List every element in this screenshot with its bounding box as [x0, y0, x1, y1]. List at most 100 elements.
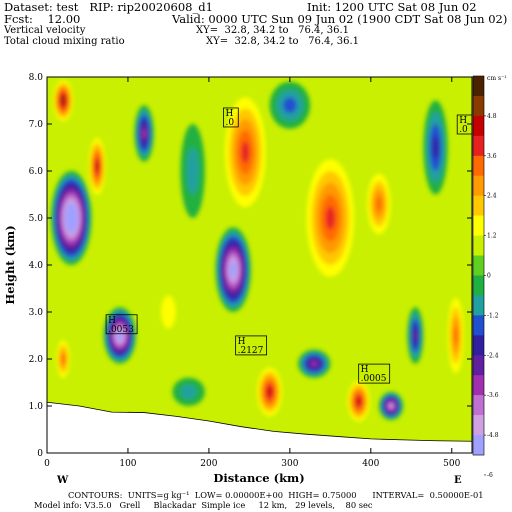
west-label: W — [56, 475, 69, 486]
field1-xy: XY= 32.8, 34.2 to 76.4, 36.1 — [196, 25, 349, 36]
colorbar-swatch-18 — [473, 435, 484, 456]
colorbar-swatch-3 — [473, 135, 484, 157]
field-contour-13-2 — [161, 295, 176, 329]
colorbar-swatch-11 — [473, 295, 484, 316]
field-contour-20-3 — [283, 97, 297, 114]
colorbar-swatch-9 — [473, 255, 484, 276]
annotation-marker-1: H — [459, 116, 467, 126]
field-contour-11-5 — [61, 354, 66, 364]
colorbar-swatch-4 — [473, 155, 484, 177]
colorbar-frame — [472, 75, 485, 456]
colorbar-label-1: 3.6 — [487, 153, 497, 160]
model-info: Model info: V3.5.0 Grell Blackadar Simpl… — [34, 500, 373, 510]
x-tick-label-5: 500 — [443, 459, 460, 469]
colorbar: 4.83.62.41.20-1.2-2.4-3.6-4.8-6-7.2 — [472, 75, 499, 512]
colorbar-label-7: -3.6 — [487, 392, 499, 399]
y-tick-label-1: 1.0 — [29, 402, 44, 412]
x-axis-label: Distance (km) — [213, 471, 304, 485]
y-tick-label-2: 2.0 — [29, 355, 44, 365]
x-tick-label-0: 0 — [44, 459, 50, 469]
colorbar-swatch-8 — [473, 235, 484, 256]
annotation-value-1: .0 — [459, 125, 468, 135]
annotation-value-3: .2127 — [238, 346, 264, 356]
field-contour-12-5 — [453, 326, 458, 345]
colorbar-label-3: 1.2 — [487, 233, 497, 240]
colorbar-swatch-12 — [473, 315, 484, 336]
x-tick-label-3: 300 — [281, 459, 298, 469]
colorbar-label-6: -2.4 — [487, 352, 499, 359]
y-tick-label-0: 0 — [37, 449, 43, 459]
field-contour-10-7 — [356, 397, 361, 405]
annotation-value-2: .0053 — [108, 325, 134, 335]
max-annotation-3: H.2127 — [235, 335, 268, 356]
max-annotation-2: H.0053 — [105, 314, 138, 335]
field2-label: Total cloud mixing ratio — [4, 36, 125, 47]
annotation-marker-0: H — [225, 109, 233, 119]
y-tick-label-3: 3.0 — [29, 308, 44, 318]
valid-line: Valid: 0000 UTC Sun 09 Jun 02 (1900 CDT … — [172, 12, 508, 26]
dataset-line: Dataset: test RIP: rip20020608_d1 — [4, 0, 213, 14]
colorbar-swatch-1 — [473, 95, 484, 117]
max-annotation-4: H.0005 — [358, 363, 391, 384]
y-tick-label-7: 7.0 — [29, 120, 44, 130]
y-tick-label-4: 4.0 — [29, 261, 44, 271]
colorbar-swatch-15 — [473, 375, 484, 396]
field2-xy: XY= 32.8, 34.2 to 76.4, 36.1 — [206, 36, 359, 47]
colorbar-label-2: 2.4 — [487, 193, 497, 200]
field-contour-21-1 — [399, 227, 416, 303]
field-contour-0-12 — [69, 214, 74, 222]
field-contour-3-8 — [389, 404, 394, 408]
colorbar-swatch-16 — [473, 395, 484, 416]
colorbar-swatch-2 — [473, 115, 484, 137]
init-line: Init: 1200 UTC Sat 08 Jun 02 — [307, 0, 477, 14]
contours-info: CONTOURS: UNITS=g kg⁻¹ LOW= 0.00000E+00 … — [68, 490, 484, 500]
y-tick-label-8: 8.0 — [29, 73, 44, 83]
colorbar-swatch-5 — [473, 175, 484, 196]
field-contour-19-2 — [180, 384, 197, 399]
colorbar-swatch-13 — [473, 335, 484, 356]
colorbar-swatch-0 — [473, 76, 484, 97]
colorbar-swatch-14 — [473, 355, 484, 376]
colorbar-units: cm s⁻¹ — [487, 75, 507, 82]
x-tick-label-1: 100 — [119, 459, 136, 469]
field-contour-2-10 — [231, 265, 236, 274]
colorbar-swatch-7 — [473, 215, 484, 236]
colorbar-label-8: -4.8 — [487, 432, 499, 439]
x-axis: 0 100 200 300 400 500 — [44, 77, 461, 469]
annotation-value-4: .0005 — [361, 374, 387, 384]
field-contour-8-5 — [375, 196, 382, 212]
fcst-line: Fcst: 12.00 — [4, 12, 81, 26]
colorbar-swatch-17 — [473, 415, 484, 436]
x-tick-label-2: 200 — [200, 459, 217, 469]
field-contour-14-2 — [186, 147, 199, 195]
colorbar-swatch-6 — [473, 195, 484, 216]
field-contour-16-4 — [432, 135, 439, 160]
colorbar-label-9: -6 — [487, 472, 493, 479]
colorbar-label-5: -1.2 — [487, 312, 499, 319]
y-axis: 0 1.0 2.0 3.0 4.0 5.0 6.0 7.0 8.0 — [29, 73, 472, 459]
y-tick-label-5: 5.0 — [29, 214, 44, 224]
colorbar-label-0: 4.8 — [487, 113, 497, 120]
annotation-marker-4: H — [361, 365, 369, 375]
annotation-marker-2: H — [108, 316, 116, 326]
vertical-velocity-field — [51, 77, 466, 425]
colorbar-label-4: 0 — [487, 272, 491, 279]
field-contour-4-8 — [61, 97, 66, 104]
max-annotation-0: H.0 — [223, 107, 239, 128]
y-axis-label: Height (km) — [3, 225, 17, 304]
plot-area — [47, 77, 472, 453]
field-contour-9-7 — [267, 387, 272, 396]
field-contour-7-6 — [325, 206, 336, 230]
colorbar-swatch-10 — [473, 275, 484, 296]
field-contour-5-7 — [95, 161, 100, 171]
x-tick-label-4: 400 — [362, 459, 379, 469]
field-contour-18-5 — [413, 329, 418, 342]
annotation-marker-3: H — [238, 337, 246, 347]
field-contour-17-6 — [311, 361, 317, 367]
field1-label: Vertical velocity — [4, 25, 86, 36]
terrain-mask — [47, 401, 472, 453]
y-tick-label-6: 6.0 — [29, 167, 44, 177]
east-label: E — [454, 475, 462, 486]
